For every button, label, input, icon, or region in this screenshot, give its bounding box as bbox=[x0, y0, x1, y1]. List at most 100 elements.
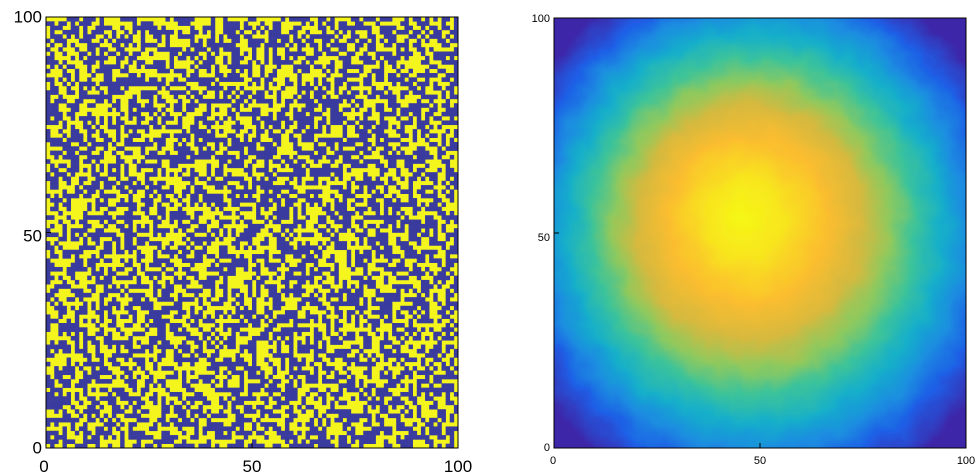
heatmap-cell bbox=[87, 245, 91, 250]
heatmap-cell bbox=[215, 69, 219, 74]
heatmap-cell bbox=[330, 353, 334, 358]
heatmap-cell bbox=[442, 69, 446, 74]
heatmap-cell bbox=[429, 439, 433, 444]
heatmap-cell bbox=[277, 189, 281, 194]
heatmap-cell bbox=[219, 362, 223, 367]
heatmap-cell bbox=[363, 116, 367, 121]
heatmap-cell bbox=[363, 138, 367, 143]
heatmap-cell bbox=[264, 332, 268, 337]
heatmap-cell bbox=[301, 401, 305, 406]
heatmap-cell bbox=[260, 21, 264, 26]
heatmap-cell bbox=[161, 414, 165, 419]
heatmap-cell bbox=[334, 138, 338, 143]
heatmap-cell bbox=[293, 189, 297, 194]
heatmap-cell bbox=[211, 26, 215, 31]
heatmap-cell bbox=[355, 181, 359, 186]
heatmap-cell bbox=[95, 353, 99, 358]
heatmap-cell bbox=[83, 151, 87, 156]
heatmap-cell bbox=[58, 95, 62, 100]
heatmap-cell bbox=[417, 370, 421, 375]
heatmap-cell bbox=[273, 396, 277, 401]
heatmap-cell bbox=[240, 233, 244, 238]
heatmap-cell bbox=[421, 194, 425, 199]
heatmap-cell bbox=[178, 146, 182, 151]
heatmap-cell bbox=[141, 388, 145, 393]
heatmap-cell bbox=[277, 220, 281, 225]
heatmap-cell bbox=[355, 138, 359, 143]
heatmap-cell bbox=[301, 69, 305, 74]
heatmap-cell bbox=[285, 439, 289, 444]
heatmap-cell bbox=[91, 116, 95, 121]
heatmap-cell bbox=[161, 340, 165, 345]
heatmap-cell bbox=[207, 43, 211, 48]
heatmap-cell bbox=[392, 383, 396, 388]
heatmap-cell bbox=[281, 336, 285, 341]
heatmap-cell bbox=[297, 284, 301, 289]
heatmap-cell bbox=[306, 215, 310, 220]
heatmap-cell bbox=[149, 82, 153, 87]
heatmap-cell bbox=[330, 17, 334, 22]
heatmap-cell bbox=[223, 254, 227, 259]
heatmap-cell bbox=[339, 245, 343, 250]
heatmap-cell bbox=[429, 254, 433, 259]
heatmap-cell bbox=[116, 327, 120, 332]
heatmap-cell bbox=[442, 202, 446, 207]
heatmap-cell bbox=[343, 151, 347, 156]
heatmap-cell bbox=[334, 198, 338, 203]
heatmap-cell bbox=[236, 47, 240, 52]
heatmap-cell bbox=[227, 155, 231, 160]
heatmap-cell bbox=[71, 336, 75, 341]
heatmap-cell bbox=[301, 297, 305, 302]
heatmap-cell bbox=[442, 142, 446, 147]
heatmap-cell bbox=[100, 280, 104, 285]
heatmap-cell bbox=[376, 293, 380, 298]
heatmap-cell bbox=[95, 370, 99, 375]
heatmap-cell bbox=[145, 370, 149, 375]
heatmap-cell bbox=[108, 289, 112, 294]
heatmap-cell bbox=[355, 43, 359, 48]
heatmap-cell bbox=[194, 189, 198, 194]
heatmap-cell bbox=[433, 237, 437, 242]
heatmap-cell bbox=[433, 276, 437, 281]
heatmap-cell bbox=[281, 392, 285, 397]
heatmap-cell bbox=[425, 194, 429, 199]
heatmap-cell bbox=[75, 133, 79, 138]
heatmap-cell bbox=[104, 431, 108, 436]
heatmap-cell bbox=[293, 34, 297, 39]
heatmap-cell bbox=[355, 151, 359, 156]
heatmap-cell bbox=[351, 82, 355, 87]
heatmap-cell bbox=[400, 422, 404, 427]
heatmap-cell bbox=[145, 138, 149, 143]
heatmap-cell bbox=[301, 172, 305, 177]
heatmap-cell bbox=[417, 120, 421, 125]
heatmap-cell bbox=[343, 116, 347, 121]
heatmap-cell bbox=[46, 99, 50, 104]
heatmap-cell bbox=[194, 172, 198, 177]
heatmap-cell bbox=[165, 47, 169, 52]
heatmap-cell bbox=[289, 332, 293, 337]
heatmap-cell bbox=[244, 64, 248, 69]
heatmap-cell bbox=[186, 345, 190, 350]
heatmap-cell bbox=[334, 90, 338, 95]
heatmap-cell bbox=[437, 155, 441, 160]
heatmap-cell bbox=[75, 332, 79, 337]
left-x-tick-label-50: 50 bbox=[243, 457, 262, 476]
heatmap-cell bbox=[256, 280, 260, 285]
heatmap-cell bbox=[425, 422, 429, 427]
heatmap-cell bbox=[339, 211, 343, 216]
heatmap-cell bbox=[108, 51, 112, 56]
heatmap-cell bbox=[149, 198, 153, 203]
heatmap-cell bbox=[421, 73, 425, 78]
heatmap-cell bbox=[442, 133, 446, 138]
heatmap-cell bbox=[339, 202, 343, 207]
heatmap-cell bbox=[339, 138, 343, 143]
heatmap-cell bbox=[161, 396, 165, 401]
heatmap-cell bbox=[182, 228, 186, 233]
heatmap-cell bbox=[421, 254, 425, 259]
heatmap-cell bbox=[297, 73, 301, 78]
heatmap-cell bbox=[46, 116, 50, 121]
heatmap-cell bbox=[400, 112, 404, 117]
heatmap-cell bbox=[396, 414, 400, 419]
heatmap-cell bbox=[314, 77, 318, 82]
heatmap-cell bbox=[231, 336, 235, 341]
